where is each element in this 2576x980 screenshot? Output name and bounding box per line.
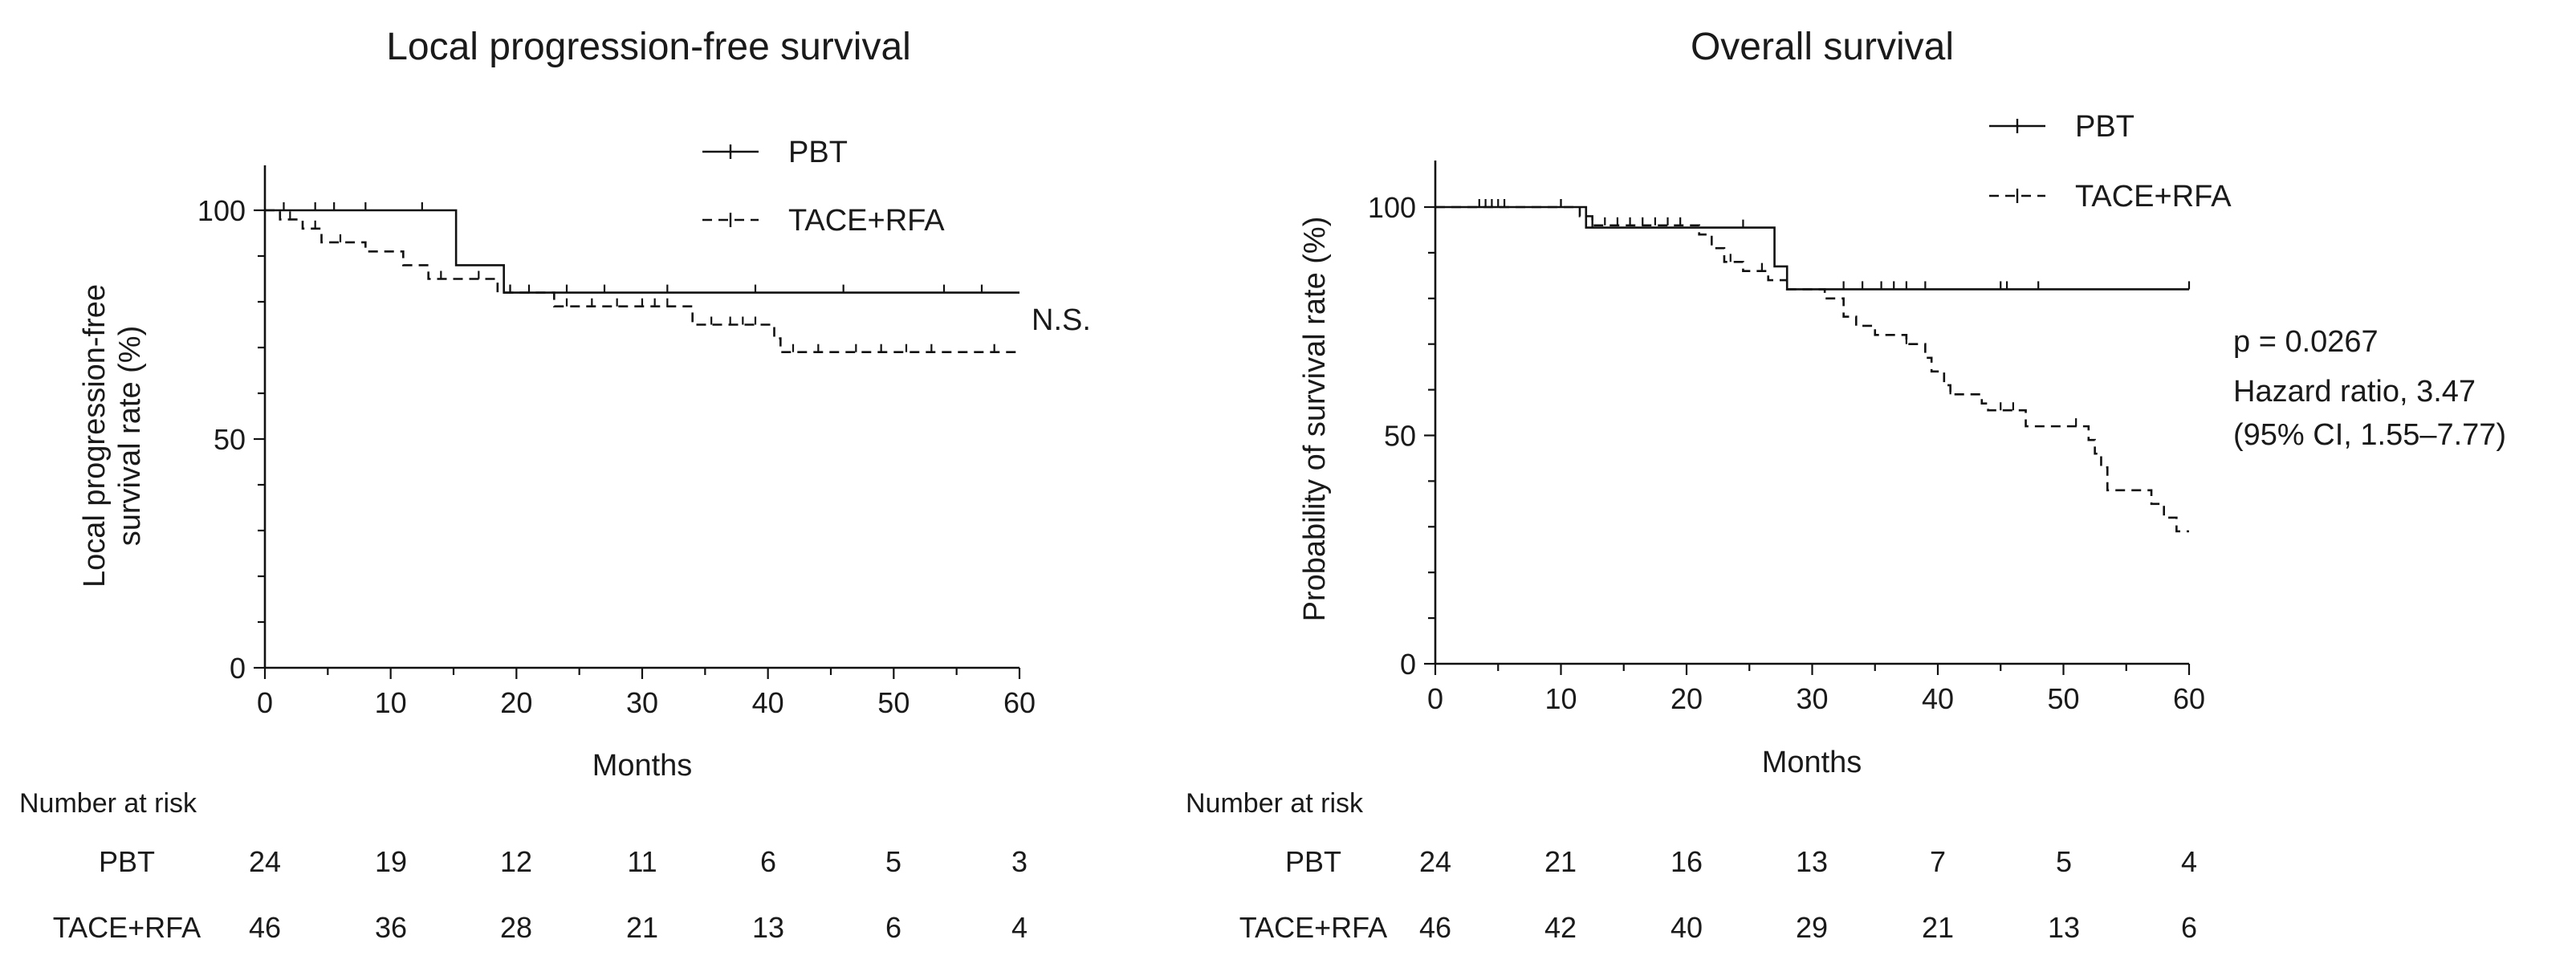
risk-cell: 46	[249, 911, 281, 944]
risk-cell: 7	[1930, 845, 1946, 878]
risk-row-label: TACE+RFA	[53, 911, 201, 944]
risk-cell: 16	[1671, 845, 1703, 878]
confidence-interval-annotation: (95% CI, 1.55–7.77)	[2233, 418, 2506, 452]
y-tick-label: 100	[1368, 191, 1416, 224]
risk-table-body: PBT 24 21 16 13 7 5 4 TACE+RFA 46 42 40 29 21 13 6	[1239, 845, 2197, 944]
y-axis-label-line-2: survival rate (%)	[113, 326, 147, 547]
x-tick-label: 50	[2047, 682, 2079, 715]
legend: PBT TACE+RFA	[1989, 110, 2232, 213]
risk-cell: 13	[2048, 911, 2080, 944]
risk-cell: 40	[1671, 911, 1703, 944]
y-tick-label: 100	[197, 194, 246, 227]
plot-area: 0 50 100 0 10 20 30 40 50 60	[1368, 161, 2205, 715]
x-tick-label: 0	[1427, 682, 1443, 715]
y-tick-label: 0	[230, 652, 246, 685]
x-tick-label: 50	[877, 686, 910, 719]
risk-cell: 13	[1796, 845, 1828, 878]
risk-cell: 6	[2181, 911, 2197, 944]
risk-cell: 3	[1011, 845, 1028, 878]
y-tick-label: 0	[1400, 648, 1416, 681]
risk-table: Number at risk PBT 24 21 16 13 7 5 4 TACE+RFA 46 4…	[1186, 788, 2197, 944]
risk-cell: 24	[1419, 845, 1451, 878]
legend-label-tace-rfa: TACE+RFA	[788, 204, 945, 238]
risk-cell: 5	[885, 845, 901, 878]
legend-label-tace-rfa: TACE+RFA	[2075, 180, 2232, 213]
p-value-annotation: p = 0.0267	[2233, 325, 2379, 359]
legend: PBT TACE+RFA	[702, 136, 945, 238]
panel-overall-survival: Overall survival Probability of survival…	[1186, 26, 2506, 944]
x-tick-label: 60	[2173, 682, 2205, 715]
x-axis-label: Months	[592, 749, 693, 783]
risk-cell: 13	[752, 911, 784, 944]
legend-label-pbt: PBT	[788, 136, 848, 169]
panel-local-progression-free-survival: Local progression-free survival Local pr…	[19, 26, 1091, 944]
risk-cell: 21	[1922, 911, 1954, 944]
risk-cell: 46	[1419, 911, 1451, 944]
chart-title: Overall survival	[1691, 26, 1954, 68]
survival-curve-tace-rfa	[265, 209, 1019, 353]
risk-cell: 19	[375, 845, 407, 878]
y-axis-label-line-1: Local progression-free	[78, 284, 112, 588]
risk-cell: 5	[2056, 845, 2072, 878]
y-axis-label-line-1: Probability of survival rate (%)	[1298, 217, 1332, 622]
risk-row-label: TACE+RFA	[1239, 911, 1387, 944]
x-tick-label: 40	[752, 686, 784, 719]
y-axis-label: Probability of survival rate (%)	[1298, 217, 1332, 622]
risk-cell: 42	[1544, 911, 1577, 944]
x-tick-label: 30	[626, 686, 658, 719]
risk-row-label: PBT	[99, 845, 155, 878]
risk-table-title: Number at risk	[19, 788, 197, 819]
x-tick-label: 10	[375, 686, 407, 719]
x-tick-label: 30	[1796, 682, 1828, 715]
y-axis-label: Local progression-free survival rate (%)	[78, 284, 147, 588]
plot-area: 0 50 100 0 10 20 30 40 50 60	[197, 165, 1036, 719]
risk-table-title: Number at risk	[1186, 788, 1364, 819]
hazard-ratio-annotation: Hazard ratio, 3.47	[2233, 375, 2476, 409]
x-tick-label: 10	[1544, 682, 1577, 715]
risk-table-body: PBT 24 19 12 11 6 5 3 TACE+RFA 46 36 28 21 13 6 4	[53, 845, 1028, 944]
survival-curve-tace-rfa	[1435, 205, 2189, 533]
chart-title: Local progression-free survival	[386, 26, 911, 68]
survival-curve-pbt	[1435, 205, 2189, 291]
risk-cell: 24	[249, 845, 281, 878]
significance-annotation: N.S.	[1032, 303, 1091, 337]
risk-cell: 12	[500, 845, 532, 878]
survival-curve-pbt	[265, 209, 1019, 294]
x-tick-label: 20	[1671, 682, 1703, 715]
risk-cell: 11	[627, 845, 657, 878]
risk-cell: 6	[760, 845, 776, 878]
risk-cell: 4	[1011, 911, 1028, 944]
risk-cell: 21	[626, 911, 658, 944]
risk-cell: 6	[885, 911, 901, 944]
x-tick-label: 40	[1922, 682, 1954, 715]
x-tick-label: 20	[500, 686, 532, 719]
risk-cell: 29	[1796, 911, 1828, 944]
risk-row-label: PBT	[1285, 845, 1341, 878]
legend-label-pbt: PBT	[2075, 110, 2134, 144]
risk-cell: 36	[375, 911, 407, 944]
x-axis-label: Months	[1762, 746, 1862, 779]
x-tick-label: 60	[1003, 686, 1036, 719]
y-tick-label: 50	[214, 423, 246, 456]
risk-cell: 4	[2181, 845, 2197, 878]
y-tick-label: 50	[1384, 420, 1416, 453]
risk-cell: 28	[500, 911, 532, 944]
x-tick-label: 0	[257, 686, 273, 719]
risk-cell: 21	[1544, 845, 1577, 878]
